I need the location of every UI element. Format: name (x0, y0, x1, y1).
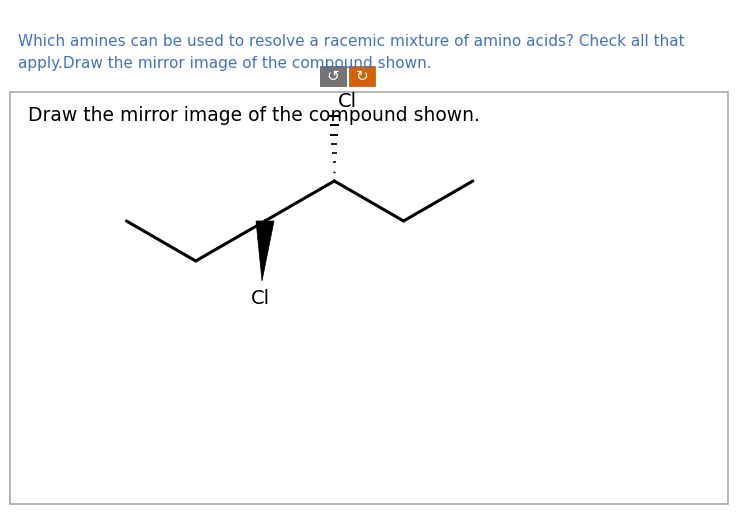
Text: ↻: ↻ (356, 69, 368, 84)
FancyBboxPatch shape (349, 66, 375, 86)
FancyBboxPatch shape (10, 92, 728, 504)
Text: ↺: ↺ (326, 69, 339, 84)
Text: Draw the mirror image of the compound shown.: Draw the mirror image of the compound sh… (28, 106, 480, 125)
Text: Which amines can be used to resolve a racemic mixture of amino acids? Check all : Which amines can be used to resolve a ra… (18, 34, 684, 49)
Text: Cl: Cl (250, 289, 269, 308)
Text: apply.Draw the mirror image of the compound shown.: apply.Draw the mirror image of the compo… (18, 56, 432, 71)
FancyBboxPatch shape (320, 66, 346, 86)
Polygon shape (256, 221, 274, 281)
Text: Cl: Cl (338, 92, 357, 111)
